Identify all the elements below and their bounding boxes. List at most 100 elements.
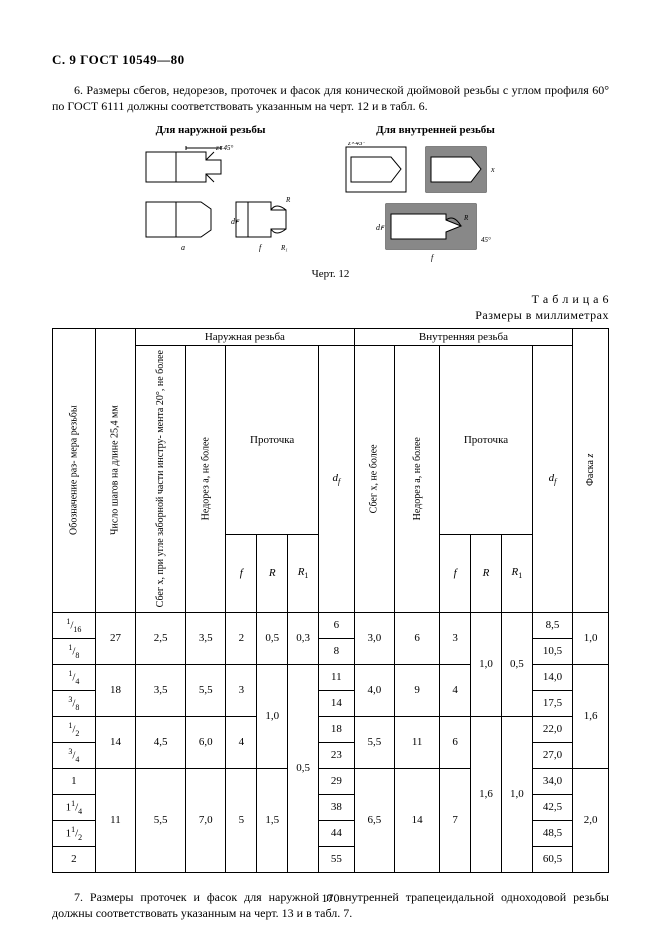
cell: 3,5: [136, 664, 186, 716]
cell: 0,5: [501, 612, 532, 716]
diagram-caption: Черт. 12: [52, 268, 609, 280]
cell: 11: [319, 664, 355, 690]
cell: 10,5: [532, 638, 572, 664]
cell: 2: [226, 612, 257, 664]
th-groove-ext: Проточка: [226, 346, 319, 534]
cell: 14,0: [532, 664, 572, 690]
svg-text:z×45°: z×45°: [347, 142, 365, 147]
cell: 23: [319, 742, 355, 768]
cell: 6,0: [186, 716, 226, 768]
page: С. 9 ГОСТ 10549—80 6. Размеры сбегов, не…: [0, 0, 661, 936]
svg-text:45°: 45°: [481, 236, 491, 244]
cell: 3,0: [354, 612, 394, 664]
diagrams-row: Для наружной резьбы z×45° a: [52, 124, 609, 262]
cell: 3/8: [53, 690, 96, 716]
th-R-ext: R: [257, 534, 288, 612]
cell: 11/2: [53, 820, 96, 846]
cell: 2: [53, 846, 96, 872]
table-row: 1/16 27 2,5 3,5 2 0,5 0,3 6 3,0 6 3 1,0 …: [53, 612, 609, 638]
diagram-external: Для наружной резьбы z×45° a: [126, 124, 296, 262]
cell: 42,5: [532, 794, 572, 820]
cell: 11: [95, 768, 135, 872]
cell: 1/2: [53, 716, 96, 742]
th-x-ext: Сбег x, при угле заборной части инстру- …: [136, 346, 186, 612]
cell: 27,0: [532, 742, 572, 768]
paragraph-6: 6. Размеры сбегов, недорезов, проточек и…: [52, 82, 609, 114]
cell: 4: [440, 664, 471, 716]
cell: 0,5: [257, 612, 288, 664]
cell: 3,5: [186, 612, 226, 664]
cell: 11/4: [53, 794, 96, 820]
th-f-int: f: [440, 534, 471, 612]
cell: 22,0: [532, 716, 572, 742]
cell: 4,0: [354, 664, 394, 716]
cell: 14: [395, 768, 440, 872]
th-external: Наружная резьба: [136, 328, 355, 346]
cell: 0,3: [288, 612, 319, 664]
diagram-internal: Для внутренней резьбы z×45° x: [336, 124, 536, 262]
cell: 5,5: [186, 664, 226, 716]
cell: 38: [319, 794, 355, 820]
th-R1-ext: R1: [288, 534, 319, 612]
cell: 0,5: [288, 664, 319, 872]
svg-text:x: x: [490, 165, 495, 174]
cell: 5,5: [136, 768, 186, 872]
diagram-external-title: Для наружной резьбы: [156, 124, 266, 136]
th-internal: Внутренняя резьба: [354, 328, 573, 346]
cell: 29: [319, 768, 355, 794]
cell: 11: [395, 716, 440, 768]
cell: 18: [319, 716, 355, 742]
svg-text:dꜰ: dꜰ: [376, 223, 385, 232]
cell: 8,5: [532, 612, 572, 638]
th-f-ext: f: [226, 534, 257, 612]
svg-text:dꜰ: dꜰ: [231, 217, 240, 226]
cell: 1,0: [257, 664, 288, 768]
th-R1-int: R1: [501, 534, 532, 612]
cell: 44: [319, 820, 355, 846]
cell: 14: [95, 716, 135, 768]
cell: 6,5: [354, 768, 394, 872]
cell: 1,0: [471, 612, 502, 716]
cell: 5,5: [354, 716, 394, 768]
svg-text:R₁: R₁: [280, 244, 288, 252]
th-size: Обозначение раз- мера резьбы: [53, 328, 96, 612]
cell: 1,0: [573, 612, 609, 664]
cell: 6: [395, 612, 440, 664]
cell: 8: [319, 638, 355, 664]
th-x-int: Сбег x, не более: [354, 346, 394, 612]
svg-text:f: f: [431, 253, 435, 262]
th-df-ext: df: [319, 346, 355, 612]
table-head: Обозначение раз- мера резьбы Число шагов…: [53, 328, 609, 612]
svg-text:a: a: [181, 243, 185, 252]
cell: 18: [95, 664, 135, 716]
cell: 2,5: [136, 612, 186, 664]
cell: 3: [226, 664, 257, 716]
cell: 1,6: [573, 664, 609, 768]
cell: 3: [440, 612, 471, 664]
cell: 1/4: [53, 664, 96, 690]
cell: 27: [95, 612, 135, 664]
cell: 7,0: [186, 768, 226, 872]
cell: 55: [319, 846, 355, 872]
cell: 1,5: [257, 768, 288, 872]
cell: 1: [53, 768, 96, 794]
cell: 1/8: [53, 638, 96, 664]
cell: 3/4: [53, 742, 96, 768]
table-body: 1/16 27 2,5 3,5 2 0,5 0,3 6 3,0 6 3 1,0 …: [53, 612, 609, 872]
th-n: Число шагов на длине 25,4 мм: [95, 328, 135, 612]
th-a-ext: Недорез a, не более: [186, 346, 226, 612]
external-thread-drawing: z×45° a dꜰ f R₁ R: [126, 142, 296, 262]
cell: 9: [395, 664, 440, 716]
svg-text:f: f: [259, 243, 263, 252]
cell: 6: [440, 716, 471, 768]
cell: 2,0: [573, 768, 609, 872]
cell: 34,0: [532, 768, 572, 794]
svg-text:R: R: [463, 214, 469, 222]
page-header: С. 9 ГОСТ 10549—80: [52, 52, 609, 68]
th-groove-int: Проточка: [440, 346, 533, 534]
table-units: Размеры в миллиметрах: [475, 308, 609, 322]
svg-text:R: R: [285, 196, 291, 204]
th-df-int: df: [532, 346, 572, 612]
th-R-int: R: [471, 534, 502, 612]
cell: 14: [319, 690, 355, 716]
